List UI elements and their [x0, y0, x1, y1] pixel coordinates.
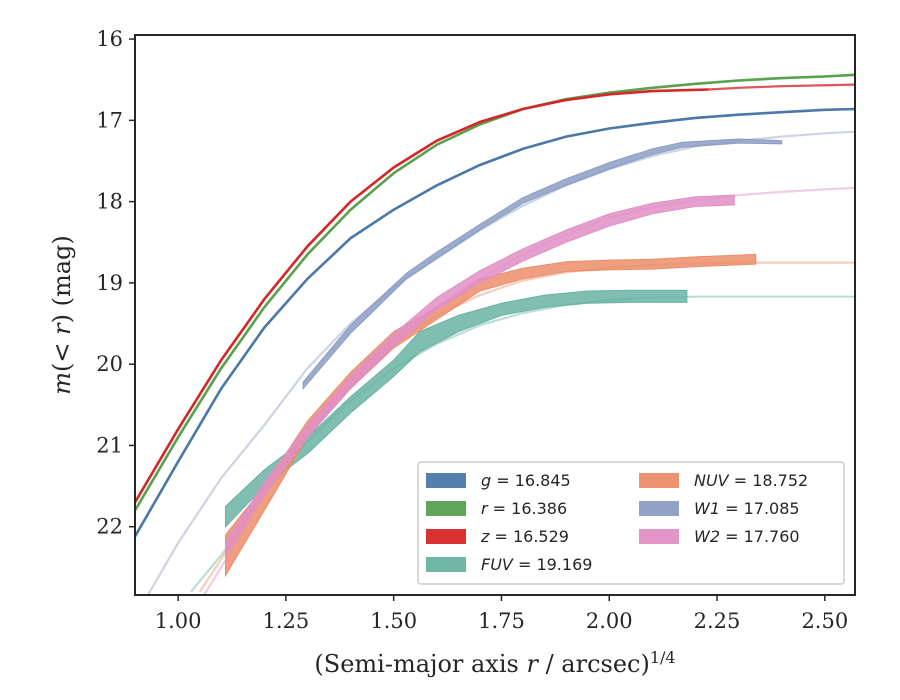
x-tick-label: 2.00 — [586, 609, 633, 633]
legend-fuv-label: FUV = 19.169 — [481, 555, 592, 574]
legend-w2-swatch — [639, 529, 679, 544]
legend-fuv-swatch — [426, 557, 466, 572]
series-w1-data-band — [302, 138, 783, 390]
y-axis-label: m(< r) (mag) — [48, 235, 76, 395]
x-axis-label: (Semi-major axis r / arcsec)1/4 — [314, 648, 675, 678]
legend-w2-label: W2 = 17.760 — [694, 527, 800, 546]
series-z-line — [135, 88, 709, 503]
plot-frame — [134, 34, 856, 596]
y-tick-label: 20 — [96, 352, 123, 376]
series-z-line-extension — [708, 83, 855, 91]
y-tick-label: 19 — [96, 271, 123, 295]
legend-frame — [417, 461, 845, 585]
series-z-model-line — [135, 83, 855, 503]
legend-g-label: g = 16.845 — [481, 471, 571, 490]
x-tick-label: 1.00 — [155, 609, 202, 633]
legend-nuv-swatch — [639, 473, 679, 488]
legend-nuv-label: NUV = 18.752 — [694, 471, 808, 490]
legend: g = 16.845 r = 16.386 z = 16.529 FUV = 19.1… — [417, 461, 845, 585]
series-g-line — [135, 107, 855, 538]
x-tick-label: 1.50 — [370, 609, 417, 633]
x-tick-label: 2.25 — [694, 609, 741, 633]
series-fuv-data-band — [225, 289, 688, 528]
legend-z-swatch — [426, 529, 466, 544]
y-tick-label: 17 — [96, 108, 123, 132]
y-tick-label: 16 — [96, 27, 123, 51]
x-tick-label: 1.75 — [478, 609, 525, 633]
y-axis: 16 17 18 19 20 21 22 — [96, 27, 135, 539]
legend-w1-label: W1 = 17.085 — [694, 499, 800, 518]
legend-g-swatch — [426, 473, 466, 488]
y-tick-label: 21 — [96, 433, 123, 457]
legend-z-label: z = 16.529 — [480, 527, 569, 546]
x-axis: 1.00 1.25 1.50 1.75 2.00 2.25 2.50 — [155, 595, 848, 633]
legend-w1-swatch — [639, 501, 679, 516]
y-tick-label: 18 — [96, 190, 123, 214]
x-tick-label: 2.50 — [801, 609, 848, 633]
y-tick-label: 22 — [96, 515, 123, 539]
legend-r-swatch — [426, 501, 466, 516]
x-tick-label: 1.25 — [263, 609, 310, 633]
series-w2-data-band — [225, 194, 735, 557]
plot-layer — [135, 73, 855, 595]
legend-r-label: r = 16.386 — [481, 499, 567, 518]
